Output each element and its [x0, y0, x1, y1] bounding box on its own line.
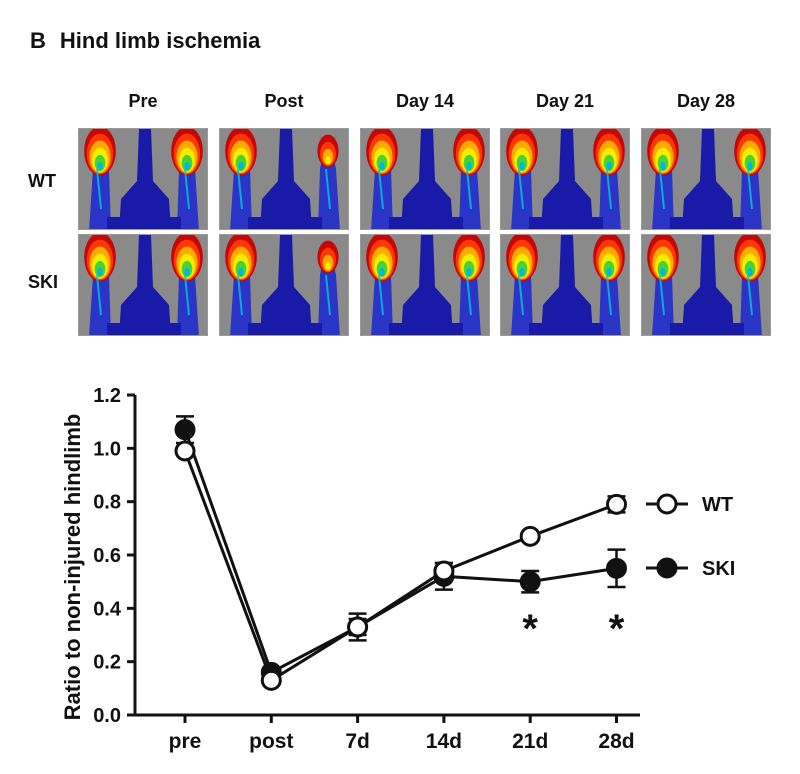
- perfusion-image-ski-pre: [78, 234, 208, 336]
- panel-title-text: Hind limb ischemia: [59, 28, 261, 53]
- perfusion-image-wt-day21: [500, 128, 630, 230]
- data-point-wt-post: [260, 669, 282, 691]
- y-tick-label: 1.0: [93, 438, 121, 460]
- data-point-wt-21d: [519, 525, 541, 547]
- y-axis-label: Ratio to non-injured hindlimb: [60, 414, 85, 721]
- data-point-wt-28d: [606, 493, 627, 515]
- column-label-day21: Day 21: [535, 91, 595, 111]
- data-point-wt-pre: [174, 440, 196, 462]
- y-tick-label: 0.2: [93, 652, 121, 674]
- panel-letter: B: [30, 28, 46, 53]
- legend-marker-wt: [656, 493, 678, 515]
- column-label-post: Post: [264, 91, 304, 111]
- perfusion-image-wt-post: [219, 128, 349, 230]
- perfusion-image-wt-day14: [360, 128, 490, 230]
- perfusion-image-wt-pre: [78, 128, 208, 230]
- perfusion-image-ski-day14: [360, 234, 490, 336]
- panel-title: B Hind limb ischemia: [30, 28, 260, 54]
- ratio-line-chart: 0.0 0.2 0.4 0.6 0.8 1.0 1.2 pre post 7d 14d 21d 28d R…: [60, 385, 735, 753]
- legend-label-ski: SKI: [702, 558, 735, 580]
- column-label-day14: Day 14: [395, 91, 455, 111]
- y-tick-label: 0.0: [93, 705, 121, 727]
- x-tick-label-21d: 21d: [512, 730, 548, 753]
- data-point-wt-7d: [347, 616, 369, 638]
- series-line-wt: [183, 450, 618, 683]
- column-label-pre: Pre: [128, 91, 158, 111]
- data-point-ski-28d: [606, 557, 627, 579]
- row-label-ski: SKI: [28, 272, 59, 292]
- column-label-day28: Day 28: [676, 91, 736, 111]
- x-tick-label-7d: 7d: [345, 730, 370, 753]
- y-tick-label: 0.8: [93, 492, 121, 514]
- x-tick-label-pre: pre: [169, 730, 202, 753]
- data-point-wt-14d: [433, 560, 455, 582]
- x-tick-label-post: post: [249, 730, 293, 753]
- y-tick-label: 1.2: [93, 385, 121, 407]
- significance-star-21d: *: [522, 607, 538, 651]
- legend-marker-ski: [656, 557, 678, 579]
- y-tick-label: 0.4: [93, 598, 122, 620]
- perfusion-image-ski-day28: [641, 234, 771, 336]
- data-point-ski-pre: [174, 419, 196, 441]
- significance-star-28d: *: [609, 607, 625, 651]
- perfusion-image-wt-day28: [641, 128, 771, 230]
- series-line-ski: [183, 429, 617, 675]
- row-label-wt: WT: [28, 171, 56, 191]
- x-tick-label-28d: 28d: [598, 730, 634, 753]
- perfusion-image-ski-day21: [500, 234, 630, 336]
- perfusion-image-ski-post: [219, 234, 349, 336]
- data-point-ski-21d: [519, 571, 541, 593]
- y-tick-label: 0.6: [93, 545, 121, 567]
- legend-label-wt: WT: [702, 494, 733, 516]
- x-tick-label-14d: 14d: [426, 730, 462, 753]
